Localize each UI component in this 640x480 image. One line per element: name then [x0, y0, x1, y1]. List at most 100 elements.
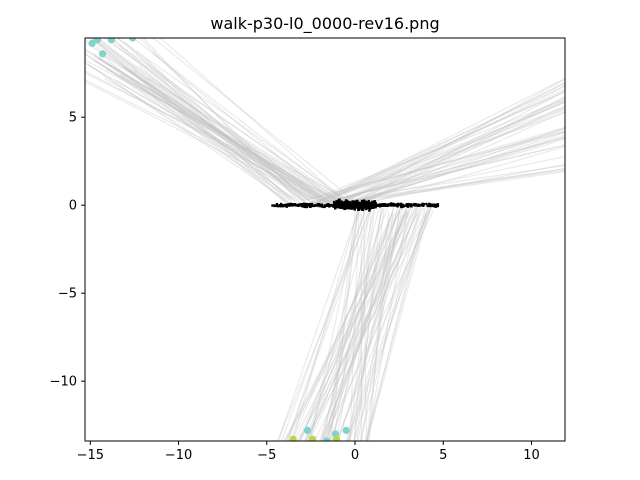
cluster-point [346, 199, 349, 203]
cluster-point [283, 204, 287, 207]
ray-line-upper-right [317, 77, 565, 205]
cluster-point [365, 207, 368, 211]
cluster-point [319, 204, 322, 208]
ray-line-down [277, 201, 362, 441]
ray-line-upper-right [345, 107, 565, 199]
ray-line-upper-left [91, 38, 293, 200]
cluster-point [326, 204, 329, 207]
ray-line-upper-right [358, 110, 565, 206]
cluster-point [353, 205, 356, 208]
cluster-point [328, 205, 331, 208]
cluster-point [359, 203, 363, 207]
ray-line-down [308, 211, 371, 441]
ray-line-upper-right [351, 168, 565, 203]
x-tick-label: −5 [257, 448, 276, 463]
cluster-point [338, 203, 341, 206]
ray-line-down [300, 205, 389, 441]
cluster-point [346, 203, 350, 207]
ray-line-upper-right [325, 101, 565, 203]
x-tick-label: 10 [523, 448, 540, 463]
ray-line-upper-left [104, 51, 290, 201]
ray-line-upper-left [144, 58, 292, 202]
cluster-point [358, 202, 361, 205]
ray-line-upper-left [117, 44, 304, 203]
ray-line-down [308, 205, 422, 441]
cluster-point [335, 205, 338, 208]
ray-line-down [307, 209, 408, 441]
ray-line-upper-right [313, 85, 565, 204]
ray-line-upper-right [362, 105, 565, 202]
cluster-point [401, 204, 404, 207]
cluster-point [351, 204, 354, 207]
ray-line-down [363, 206, 367, 441]
ray-line-upper-left [92, 59, 344, 205]
ray-line-upper-left [104, 77, 317, 201]
ray-line-down [322, 203, 377, 441]
ray-line-upper-left [93, 55, 337, 206]
cluster-point [366, 205, 369, 208]
cluster-point [285, 205, 288, 208]
cluster-point [330, 204, 333, 207]
cluster-point [293, 203, 297, 206]
cluster-point [355, 199, 359, 203]
cluster-point [355, 205, 359, 208]
ray-line-upper-left [124, 41, 292, 206]
x-tick-label: −15 [77, 448, 104, 463]
cluster-point [372, 206, 375, 209]
ray-line-upper-right [354, 146, 565, 208]
ray-line-upper-left [116, 38, 352, 204]
cluster-point [432, 204, 436, 207]
cluster-point [391, 203, 394, 207]
ray-line-down [328, 206, 419, 441]
ray-line-upper-right [306, 164, 565, 205]
cluster-point [334, 207, 337, 210]
cluster-point [373, 201, 376, 204]
ray-line-upper-right [303, 90, 565, 210]
ray-line-down [325, 201, 410, 441]
ray-line-upper-right [338, 138, 565, 207]
cluster-point [280, 204, 284, 207]
cluster-point [414, 203, 417, 207]
ray-line-upper-right [316, 156, 565, 209]
endpoint-marker [323, 437, 331, 441]
ray-line-upper-right [345, 99, 565, 202]
cluster-point [275, 204, 278, 207]
ray-line-upper-left [85, 70, 327, 200]
endpoint-marker [342, 426, 350, 434]
ray-line-upper-left [85, 80, 313, 199]
ray-line-upper-right [321, 136, 565, 206]
axes-frame [84, 37, 566, 442]
cluster-point [416, 204, 419, 207]
ray-line-down [320, 203, 381, 441]
ray-line-upper-right [357, 136, 565, 202]
ray-line-upper-right [354, 127, 565, 204]
cluster-point [302, 202, 305, 205]
ray-line-upper-left [100, 54, 289, 205]
ray-line-upper-right [329, 127, 565, 204]
ray-line-upper-left [85, 79, 328, 202]
cluster-point [371, 201, 374, 204]
cluster-point [279, 204, 282, 207]
ray-line-upper-right [343, 96, 565, 207]
cluster-point [387, 203, 391, 207]
cluster-point [357, 208, 360, 212]
cluster-point [344, 203, 347, 206]
ray-line-upper-left [138, 38, 306, 202]
cluster-point [276, 205, 280, 208]
y-tick-label: 5 [69, 111, 77, 126]
cluster-point [287, 203, 291, 207]
ray-line-upper-left [108, 38, 345, 205]
cluster-point [362, 200, 365, 203]
cluster-point [350, 207, 354, 210]
ray-line-down [286, 204, 368, 441]
cluster-point [368, 204, 372, 208]
ray-line-upper-left [106, 62, 338, 205]
ray-line-upper-left [85, 39, 328, 205]
cluster-point [434, 205, 437, 208]
ray-line-upper-left [86, 63, 289, 202]
ray-line-down [353, 210, 372, 441]
cluster-point [344, 199, 348, 202]
ray-line-down [298, 212, 407, 441]
cluster-point [392, 204, 395, 207]
ray-line-down [348, 209, 398, 441]
